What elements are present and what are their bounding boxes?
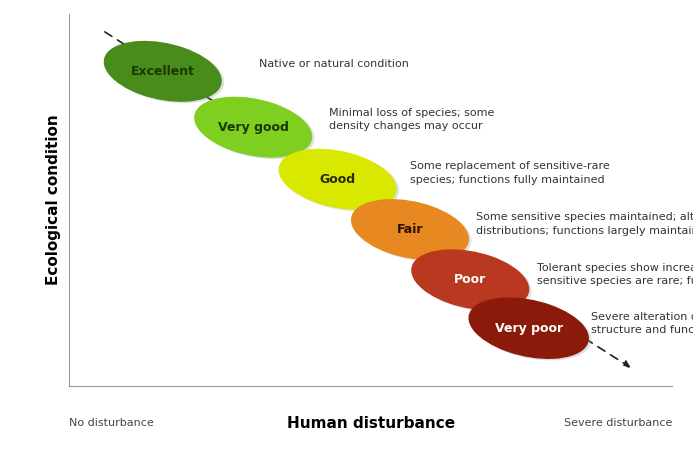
Text: Fair: Fair xyxy=(396,223,423,236)
Text: No disturbance: No disturbance xyxy=(69,418,154,428)
Ellipse shape xyxy=(414,251,532,312)
Text: Native or natural condition: Native or natural condition xyxy=(259,59,409,69)
Text: Very poor: Very poor xyxy=(495,322,563,335)
Y-axis label: Ecological condition: Ecological condition xyxy=(46,114,61,285)
Text: Excellent: Excellent xyxy=(131,65,195,78)
Ellipse shape xyxy=(351,199,469,260)
Text: Good: Good xyxy=(319,173,356,186)
Ellipse shape xyxy=(279,149,396,210)
Text: Some replacement of sensitive-rare
species; functions fully maintained: Some replacement of sensitive-rare speci… xyxy=(410,161,610,185)
Ellipse shape xyxy=(104,41,222,102)
Text: Some sensitive species maintained; altered
distributions; functions largely main: Some sensitive species maintained; alter… xyxy=(476,212,693,236)
Ellipse shape xyxy=(411,249,529,310)
Ellipse shape xyxy=(468,297,589,359)
Text: Severe disturbance: Severe disturbance xyxy=(564,418,672,428)
Text: Severe alteration of
structure and function: Severe alteration of structure and funct… xyxy=(591,312,693,335)
Ellipse shape xyxy=(106,42,224,103)
Ellipse shape xyxy=(194,97,313,158)
Ellipse shape xyxy=(197,98,315,159)
Text: Very good: Very good xyxy=(218,121,288,133)
Text: Poor: Poor xyxy=(454,273,486,286)
Ellipse shape xyxy=(281,150,399,211)
Ellipse shape xyxy=(353,201,471,262)
Ellipse shape xyxy=(471,299,591,360)
Text: Tolerant species show increasing dominance;
sensitive species are rare; function: Tolerant species show increasing dominan… xyxy=(536,262,693,286)
Text: Minimal loss of species; some
density changes may occur: Minimal loss of species; some density ch… xyxy=(328,108,494,131)
X-axis label: Human disturbance: Human disturbance xyxy=(287,416,455,431)
